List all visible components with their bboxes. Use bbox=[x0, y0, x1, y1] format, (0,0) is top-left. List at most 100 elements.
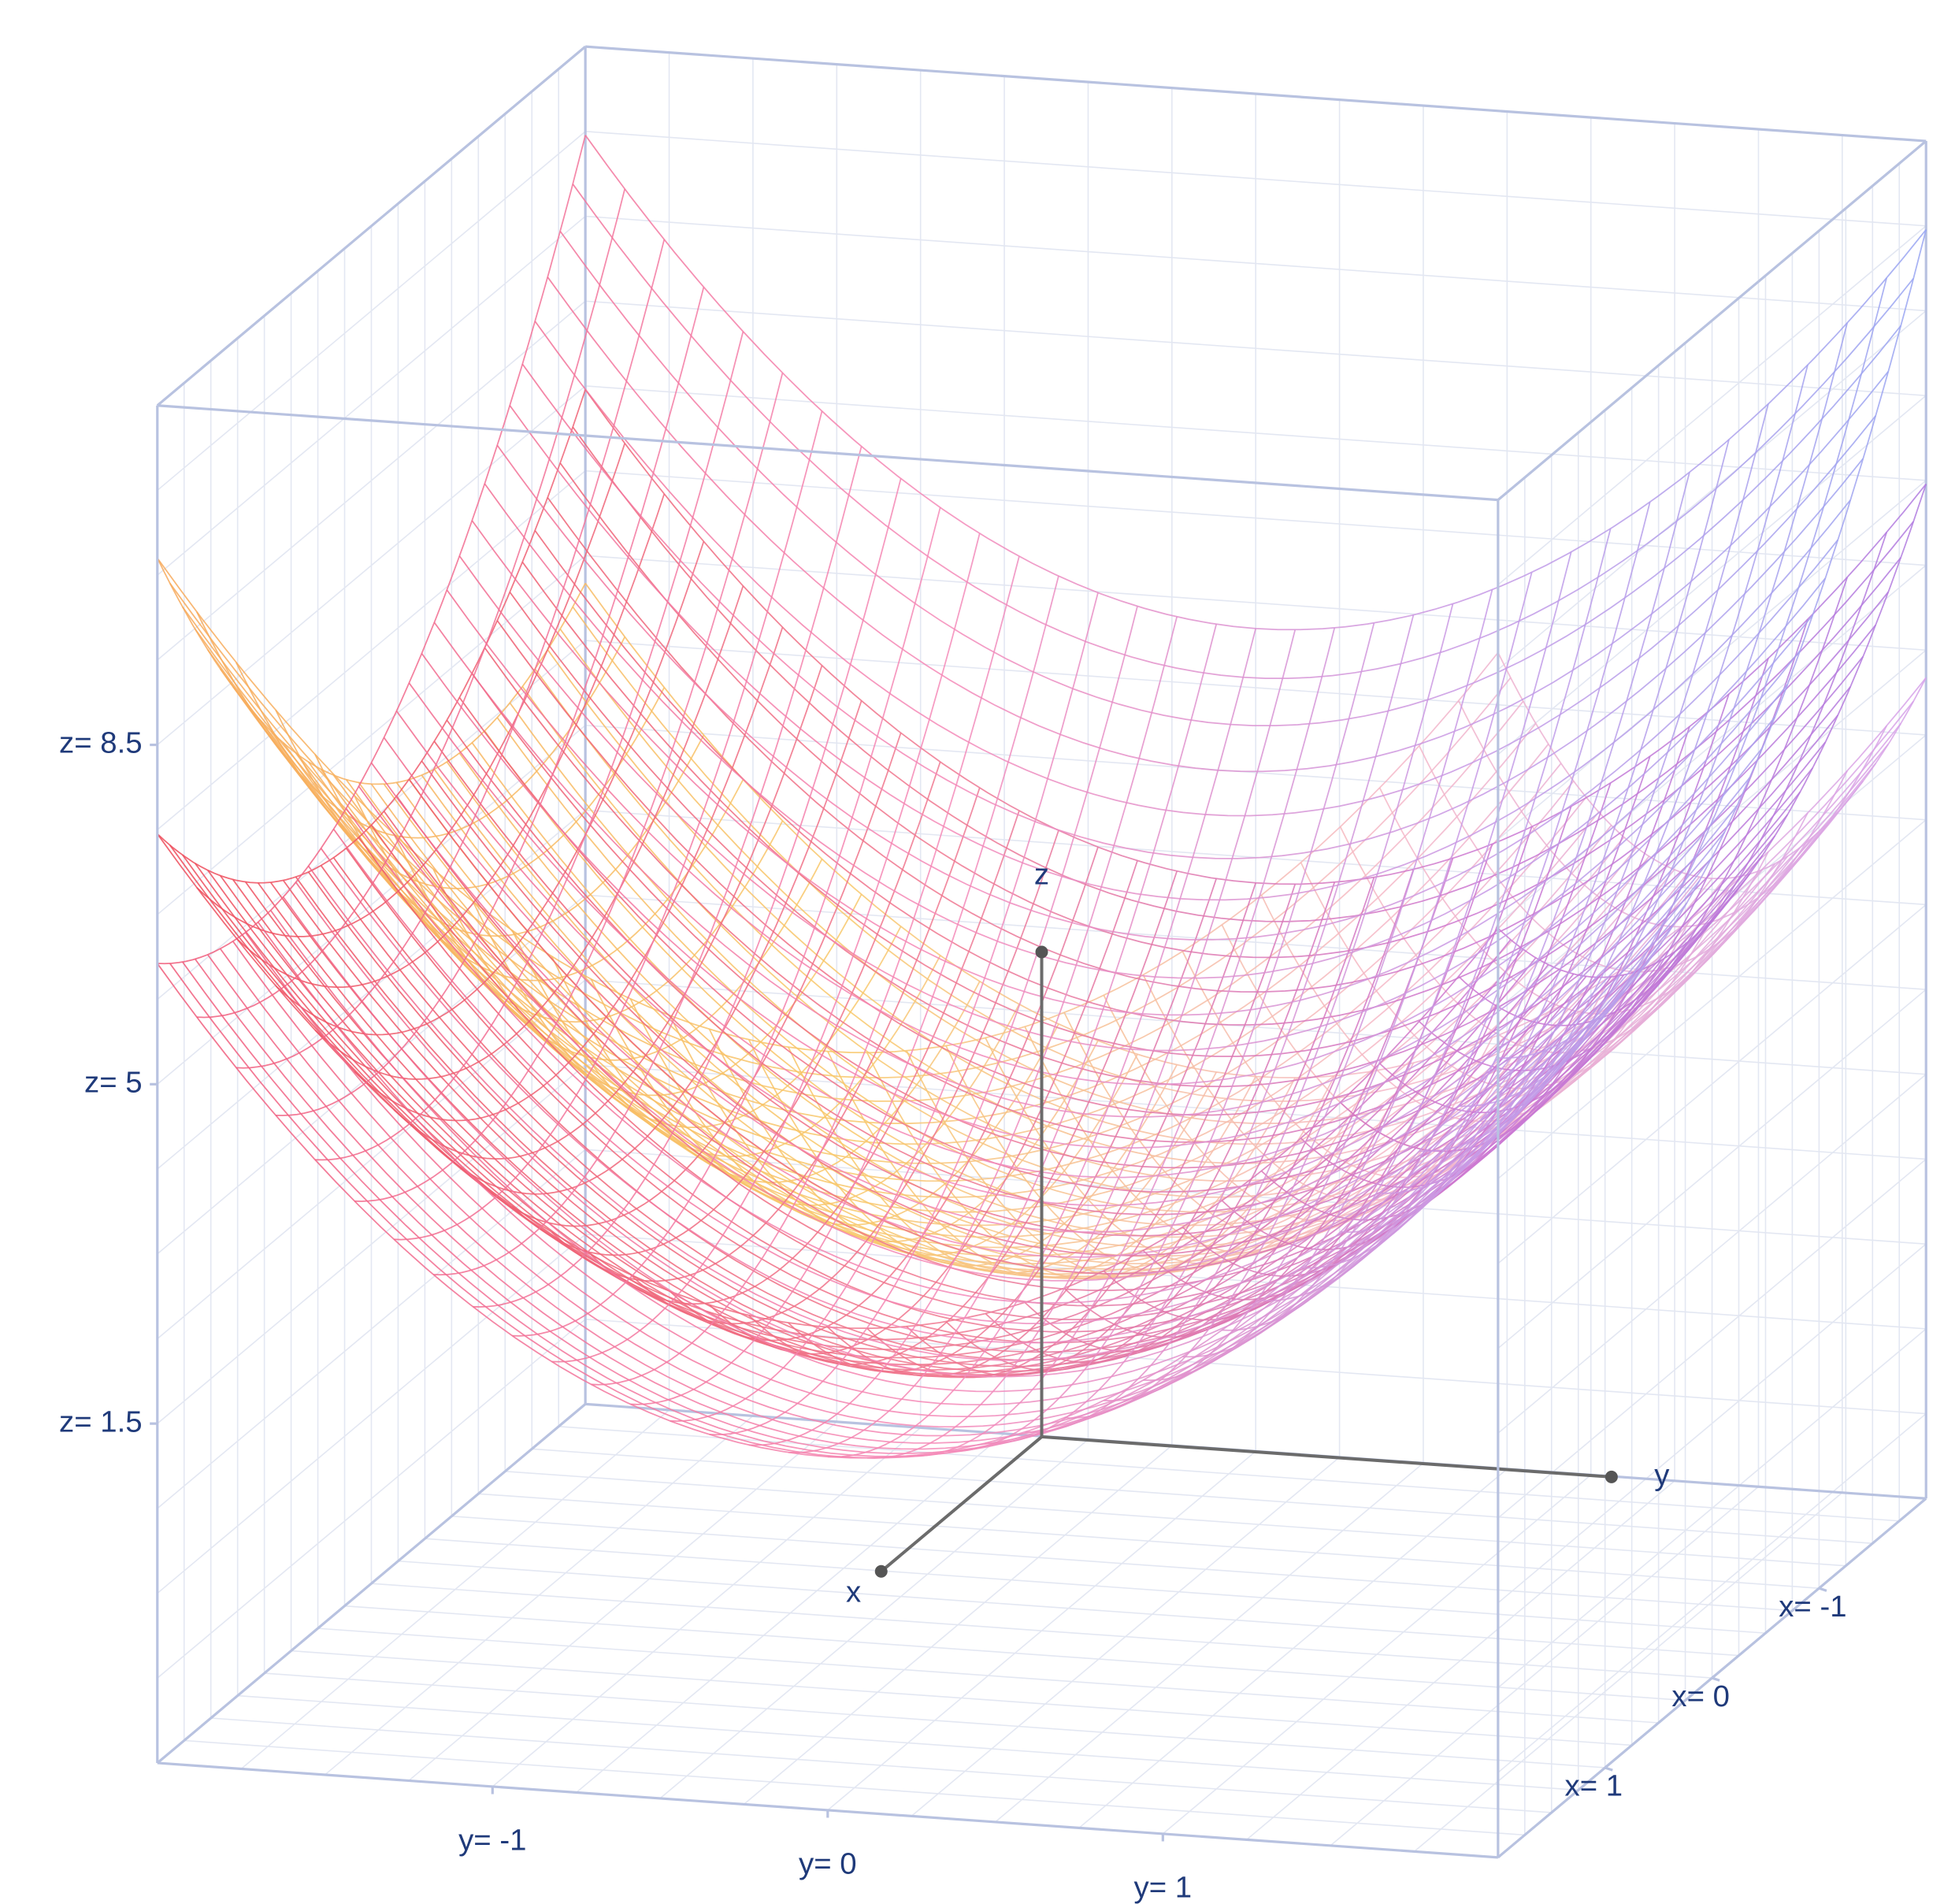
surface-mesh bbox=[320, 848, 1663, 1344]
back-wall-grid bbox=[585, 131, 1927, 227]
side-wall-grid bbox=[157, 215, 586, 576]
surface-mesh bbox=[206, 649, 1549, 1145]
surface-mesh bbox=[484, 647, 1827, 1143]
surface-mesh bbox=[307, 865, 1650, 1361]
surface-mesh bbox=[559, 628, 1901, 1124]
surface-mesh bbox=[244, 881, 1587, 1378]
y-axis-head bbox=[1604, 1470, 1618, 1483]
surface-mesh bbox=[157, 833, 1499, 1330]
surface-mesh bbox=[257, 717, 1600, 1213]
x-axis-head bbox=[874, 1564, 888, 1578]
floor-grid bbox=[317, 1627, 1659, 1724]
floor-grid bbox=[1330, 1486, 1759, 1846]
surface-mesh bbox=[295, 881, 1638, 1378]
surface-mesh bbox=[219, 874, 1562, 1371]
surface-mesh bbox=[232, 941, 1575, 1437]
back-wall-grid bbox=[585, 385, 1927, 481]
surface-mesh bbox=[1260, 895, 1690, 1123]
surface-mesh bbox=[1142, 806, 1572, 1301]
surface-mesh bbox=[232, 878, 1575, 1375]
surface-mesh bbox=[182, 606, 1524, 1102]
floor-grid bbox=[264, 1672, 1605, 1769]
x-axis-name: x bbox=[846, 1576, 861, 1609]
back-wall-grid bbox=[585, 640, 1927, 736]
side-wall-grid bbox=[1497, 480, 1927, 841]
floor-grid bbox=[184, 1739, 1525, 1836]
z-tick-label: z= 5 bbox=[84, 1065, 143, 1099]
side-wall-grid bbox=[157, 470, 586, 830]
surface-mesh bbox=[547, 277, 1889, 773]
back-wall-grid bbox=[585, 300, 1927, 396]
back-wall-grid bbox=[585, 470, 1927, 566]
x-tick-label: x= 1 bbox=[1565, 1769, 1623, 1803]
surface-mesh bbox=[157, 963, 1499, 1459]
surface-mesh bbox=[195, 863, 1537, 1359]
z-tick-label: z= 8.5 bbox=[59, 726, 143, 760]
surface-mesh bbox=[1419, 577, 1849, 1071]
surface-mesh bbox=[551, 787, 981, 1282]
surface-mesh bbox=[1260, 726, 1690, 1221]
side-wall-grid bbox=[1497, 395, 1927, 755]
x-axis bbox=[880, 1435, 1043, 1573]
floor-grid bbox=[344, 1605, 1686, 1702]
floor-grid bbox=[237, 1694, 1578, 1791]
surface-mesh bbox=[521, 363, 1864, 859]
surface-mesh bbox=[985, 614, 1415, 1445]
surface-mesh bbox=[354, 373, 784, 1202]
surface-mesh bbox=[157, 557, 1499, 1054]
x-tick bbox=[1818, 1587, 1827, 1592]
surface-mesh bbox=[1024, 1026, 1454, 1254]
surface-mesh bbox=[345, 807, 1688, 1304]
y-tick-label: y= -1 bbox=[458, 1823, 526, 1857]
surface-mesh bbox=[1379, 618, 1808, 1114]
x-tick-label: x= -1 bbox=[1779, 1590, 1846, 1624]
side-wall-grid bbox=[1497, 310, 1927, 670]
surface-mesh bbox=[1379, 365, 1808, 1194]
side-wall-grid bbox=[157, 640, 586, 1000]
side-wall-grid bbox=[157, 385, 586, 746]
box-edge bbox=[157, 404, 1498, 502]
surface-mesh bbox=[332, 828, 1675, 1324]
floor-grid bbox=[210, 1717, 1552, 1813]
box-edge bbox=[1497, 139, 1927, 501]
box-edge bbox=[157, 1761, 1498, 1859]
surface-mesh bbox=[1419, 745, 1848, 973]
x-tick bbox=[1604, 1766, 1613, 1772]
y-tick-label: y= 1 bbox=[1134, 1870, 1193, 1904]
surface-mesh bbox=[946, 622, 1375, 1453]
box-edge bbox=[156, 45, 587, 406]
floor-grid bbox=[1078, 1468, 1508, 1829]
surface-mesh bbox=[512, 507, 941, 1337]
surface-mesh bbox=[866, 629, 1297, 1459]
surface-mesh bbox=[332, 774, 1675, 1271]
surface-mesh bbox=[906, 627, 1336, 1457]
floor-grid bbox=[1413, 1492, 1843, 1852]
side-wall-grid bbox=[157, 300, 586, 661]
surface-mesh bbox=[1340, 403, 1769, 1234]
x-tick bbox=[1712, 1676, 1720, 1682]
surface-mesh bbox=[1103, 826, 1533, 1321]
side-wall-grid bbox=[1497, 225, 1927, 585]
surface-mesh bbox=[195, 958, 1537, 1454]
surface-mesh bbox=[1300, 693, 1730, 1188]
side-wall-grid bbox=[157, 131, 586, 492]
surface-mesh bbox=[559, 462, 1901, 959]
surface-mesh bbox=[1340, 658, 1769, 1152]
side-wall-grid bbox=[157, 555, 586, 915]
surface-mesh bbox=[206, 954, 1549, 1450]
y-axis bbox=[1041, 1434, 1612, 1479]
surface-mesh bbox=[496, 620, 1839, 1116]
floor-grid bbox=[827, 1450, 1256, 1811]
box-edge bbox=[585, 45, 1927, 143]
side-wall-grid bbox=[1497, 819, 1927, 1179]
surface-mesh bbox=[219, 948, 1562, 1444]
surface-mesh bbox=[1458, 532, 1888, 1026]
z-axis-head bbox=[1035, 945, 1048, 959]
box-edge bbox=[1497, 1498, 1927, 1859]
surface-mesh bbox=[1025, 603, 1454, 1433]
surface-mesh bbox=[1497, 229, 1927, 1059]
surface-mesh bbox=[182, 961, 1524, 1457]
surface-mesh bbox=[1261, 472, 1690, 1302]
